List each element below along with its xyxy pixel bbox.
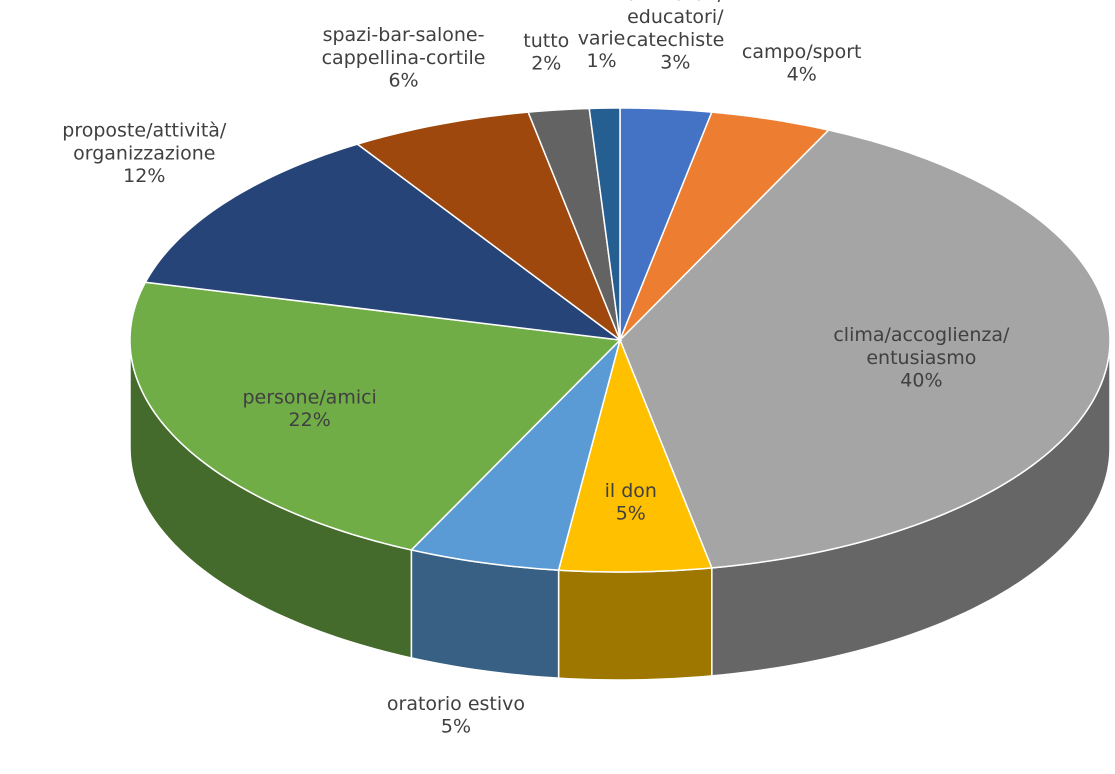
slice-label: tutto — [523, 29, 569, 51]
value-label: 5% — [616, 502, 646, 524]
slice — [355, 111, 622, 343]
label-line: entusiasmo — [866, 347, 976, 369]
slice — [527, 107, 621, 341]
slice — [144, 143, 623, 342]
slice-label: oratorio estivo — [387, 692, 525, 714]
label-line: campo/sport — [742, 41, 862, 63]
label-line: animatori/ — [626, 0, 724, 4]
slice-label: spazi-bar-salone-cappellina-cortile — [322, 24, 486, 69]
slice — [409, 337, 622, 571]
label-line: clima/accoglienza/ — [833, 324, 1010, 346]
label-line: varie — [578, 27, 626, 49]
label-line: organizzazione — [73, 142, 215, 164]
label-line: persone/amici — [242, 386, 376, 408]
label-line: spazi-bar-salone- — [323, 24, 485, 46]
label-line: educatori/ — [627, 5, 724, 27]
value-label: 12% — [123, 165, 165, 187]
label-line: oratorio estivo — [387, 692, 525, 714]
value-label: 22% — [289, 409, 331, 431]
value-label: 1% — [586, 50, 616, 72]
slice — [588, 107, 621, 341]
value-label: 2% — [531, 52, 561, 74]
slice-side — [557, 567, 713, 681]
slice-label: campo/sport — [742, 41, 862, 63]
label-line: proposte/attività/ — [62, 119, 227, 141]
slice-label: varie — [578, 27, 626, 49]
value-label: 4% — [787, 64, 817, 86]
slice-label: clima/accoglienza/entusiasmo — [833, 324, 1010, 369]
label-line: tutto — [523, 29, 569, 51]
label-line: cappellina-cortile — [322, 47, 486, 69]
slice-label: animatori/educatori/catechiste — [626, 0, 724, 50]
slice — [619, 111, 831, 341]
value-label: 3% — [660, 51, 690, 73]
slice — [129, 281, 622, 551]
label-line: il don — [605, 479, 657, 501]
slice-label: proposte/attività/organizzazione — [62, 119, 227, 164]
slice-label: persone/amici — [242, 386, 376, 408]
slice — [619, 129, 1111, 569]
label-line: catechiste — [626, 28, 724, 50]
slice — [557, 337, 713, 573]
value-label: 6% — [388, 70, 418, 92]
value-label: 40% — [900, 370, 942, 392]
slice-label: il don — [605, 479, 657, 501]
value-label: 5% — [441, 715, 471, 737]
